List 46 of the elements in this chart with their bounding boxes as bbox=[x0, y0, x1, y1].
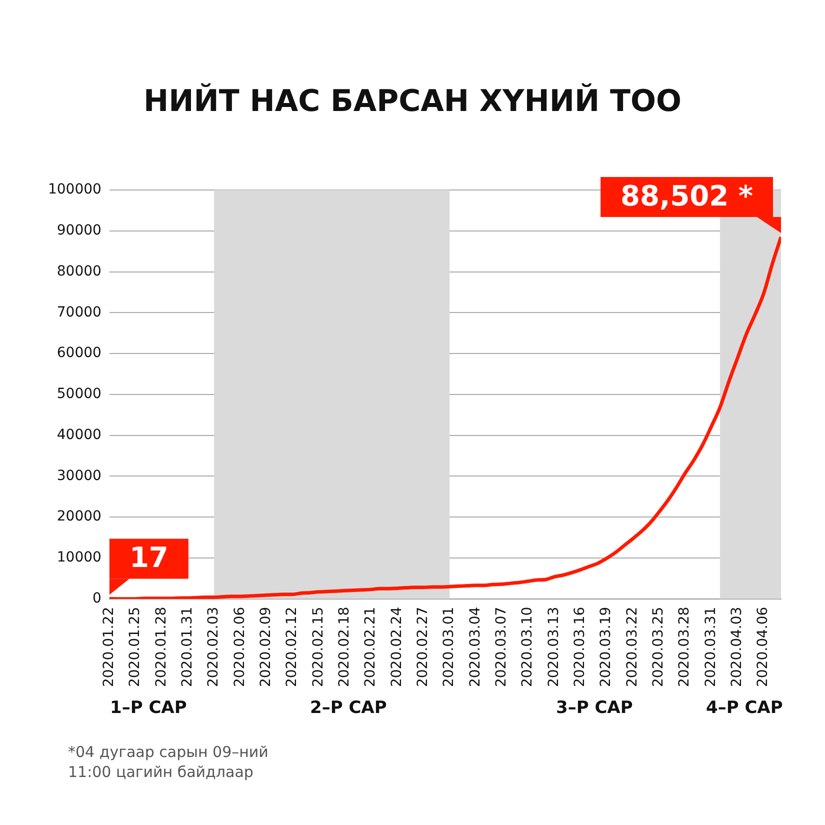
x-tick-label: 2020.02.21 bbox=[362, 606, 379, 688]
x-tick-label: 2020.03.04 bbox=[467, 606, 484, 688]
y-tick-label: 10000 bbox=[56, 550, 102, 566]
x-tick-label: 2020.03.28 bbox=[676, 606, 693, 688]
x-tick-label: 2020.02.09 bbox=[258, 606, 274, 688]
y-tick-label: 30000 bbox=[56, 468, 102, 484]
x-tick-label: 2020.03.01 bbox=[441, 606, 458, 688]
x-tick-label: 2020.02.12 bbox=[284, 606, 300, 688]
text: 3–Р САР bbox=[556, 698, 633, 718]
text: 1–Р САР bbox=[110, 698, 187, 718]
line-series bbox=[109, 235, 781, 599]
x-tick-label: 2020.04.06 bbox=[755, 606, 772, 688]
text: 2–Р САР bbox=[310, 698, 387, 718]
y-tick-label: 60000 bbox=[56, 345, 102, 362]
y-tick-label: 50000 bbox=[56, 386, 102, 402]
data-label: 88,502 * bbox=[620, 179, 754, 212]
x-tick-label: 2020.03.25 bbox=[650, 606, 667, 688]
x-tick-label: 2020.01.22 bbox=[101, 606, 118, 688]
y-tick-label: 70000 bbox=[56, 304, 102, 320]
x-tick-label: 2020.03.19 bbox=[598, 606, 614, 688]
text: *04 дугаар сарын 09–ний 11:00 цагийн байдлаар bbox=[68, 742, 270, 782]
x-tick-label: 2020.03.31 bbox=[702, 606, 719, 688]
y-tick-label: 80000 bbox=[56, 263, 102, 280]
y-tick-label: 0 bbox=[92, 590, 102, 606]
x-tick-label: 2020.02.18 bbox=[336, 606, 353, 688]
x-tick-label: 2020.02.03 bbox=[206, 606, 222, 688]
x-tick-label: 2020.03.10 bbox=[520, 606, 536, 688]
x-tick-label: 2020.02.06 bbox=[232, 606, 248, 688]
y-tick-label: 90000 bbox=[56, 222, 102, 239]
y-tick-label: 100000 bbox=[48, 182, 102, 198]
x-tick-label: 2020.01.25 bbox=[127, 606, 144, 688]
x-tick-label: 2020.01.28 bbox=[153, 606, 170, 688]
x-tick-label: 2020.02.15 bbox=[310, 606, 326, 688]
y-tick-label: 20000 bbox=[56, 508, 102, 525]
data-label: 17 bbox=[129, 541, 168, 574]
x-tick-label: 2020.03.13 bbox=[546, 606, 562, 688]
chart-title: НИЙТ НАС БАРСАН ХҮНИЙ ТОО bbox=[142, 84, 682, 119]
x-tick-label: 2020.02.27 bbox=[415, 606, 432, 688]
text: 4–Р САР bbox=[706, 698, 783, 718]
x-tick-label: 2020.01.31 bbox=[180, 606, 196, 688]
x-tick-label: 2020.02.24 bbox=[388, 606, 405, 688]
x-tick-label: 2020.03.07 bbox=[494, 606, 510, 688]
y-tick-label: 40000 bbox=[56, 426, 102, 443]
x-tick-label: 2020.03.22 bbox=[624, 606, 640, 688]
x-tick-label: 2020.03.16 bbox=[572, 606, 588, 688]
x-tick-label: 2020.04.03 bbox=[729, 606, 746, 688]
